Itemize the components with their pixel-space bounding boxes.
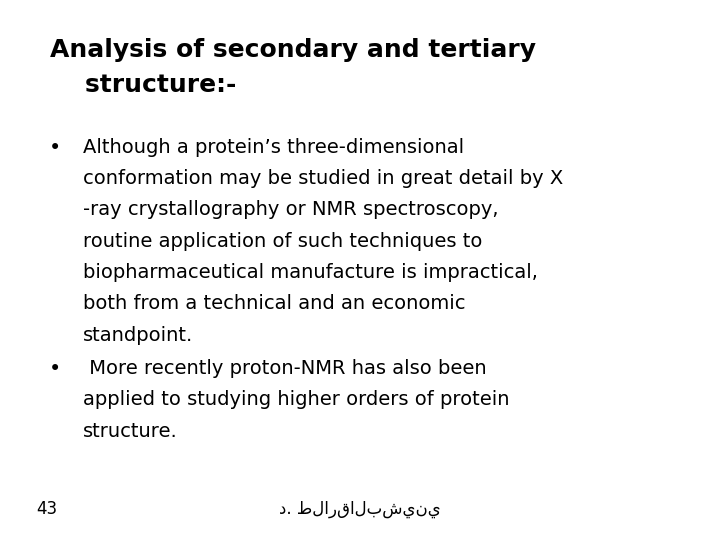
Text: -ray crystallography or NMR spectroscopy,: -ray crystallography or NMR spectroscopy… (83, 200, 498, 219)
Text: structure.: structure. (83, 422, 178, 441)
Text: applied to studying higher orders of protein: applied to studying higher orders of pro… (83, 390, 509, 409)
Text: standpoint.: standpoint. (83, 326, 193, 345)
Text: conformation may be studied in great detail by X: conformation may be studied in great det… (83, 169, 563, 188)
Text: •: • (49, 138, 61, 158)
Text: د. طلارقالبشيني: د. طلارقالبشيني (279, 501, 441, 518)
Text: routine application of such techniques to: routine application of such techniques t… (83, 232, 482, 251)
Text: •: • (49, 359, 61, 379)
Text: structure:-: structure:- (50, 73, 237, 97)
Text: 43: 43 (36, 501, 57, 518)
Text: both from a technical and an economic: both from a technical and an economic (83, 294, 465, 313)
Text: More recently proton-NMR has also been: More recently proton-NMR has also been (83, 359, 487, 378)
Text: Analysis of secondary and tertiary: Analysis of secondary and tertiary (50, 38, 536, 62)
Text: biopharmaceutical manufacture is impractical,: biopharmaceutical manufacture is impract… (83, 263, 538, 282)
Text: Although a protein’s three-dimensional: Although a protein’s three-dimensional (83, 138, 464, 157)
